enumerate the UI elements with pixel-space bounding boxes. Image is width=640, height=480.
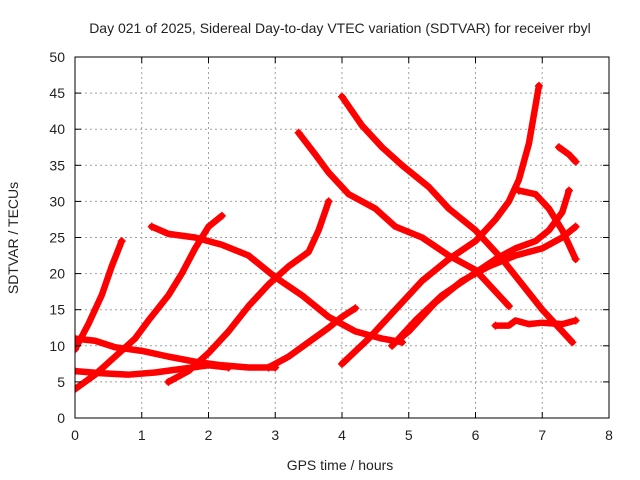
series-line — [338, 82, 543, 368]
x-tick-label: 2 — [205, 427, 213, 443]
plus-marker — [294, 128, 303, 137]
plus-marker — [338, 359, 346, 368]
series-line — [295, 129, 513, 310]
series-line — [148, 223, 406, 346]
series-arc-01 — [75, 237, 126, 354]
y-tick-label: 15 — [49, 302, 65, 318]
series-line — [75, 237, 125, 353]
y-tick-label: 40 — [49, 121, 65, 137]
plus-marker — [224, 363, 233, 372]
plus-marker — [147, 222, 156, 231]
plus-marker — [75, 367, 79, 376]
x-tick-label: 7 — [538, 427, 546, 443]
series-line — [338, 93, 576, 346]
series-arc-14 — [514, 186, 580, 264]
plus-marker — [554, 143, 563, 152]
series-layer — [75, 81, 580, 394]
x-axis-label: GPS time / hours — [287, 457, 394, 473]
x-tick-label: 1 — [138, 427, 146, 443]
series-line — [515, 187, 579, 263]
x-tick-label: 4 — [338, 427, 346, 443]
x-tick-label: 3 — [271, 427, 279, 443]
y-tick-label: 20 — [49, 266, 65, 282]
plus-marker — [164, 377, 173, 386]
plus-marker — [75, 385, 79, 394]
chart-title: Day 021 of 2025, Sidereal Day-to-day VTE… — [89, 20, 591, 36]
series-line — [555, 144, 579, 165]
plus-marker — [75, 345, 79, 354]
y-tick-label: 0 — [57, 410, 65, 426]
y-tick-label: 5 — [57, 374, 65, 390]
plus-marker — [534, 81, 543, 90]
series-arc-06 — [164, 197, 333, 386]
plus-marker — [571, 157, 580, 166]
x-tick-label: 5 — [405, 427, 413, 443]
series-arc-04 — [75, 362, 233, 378]
plus-marker — [504, 302, 513, 311]
y-tick-label: 25 — [49, 230, 65, 246]
series-arc-07 — [264, 304, 360, 372]
series-line — [265, 305, 359, 371]
plus-marker — [568, 338, 577, 347]
plus-marker — [491, 321, 500, 330]
x-tick-label: 8 — [605, 427, 613, 443]
plus-marker — [571, 222, 580, 231]
y-tick-label: 45 — [49, 85, 65, 101]
y-tick-label: 10 — [49, 338, 65, 354]
plus-marker — [217, 211, 226, 220]
y-tick-label: 35 — [49, 157, 65, 173]
plus-marker — [571, 316, 580, 325]
series-line — [75, 335, 279, 371]
plot-area — [75, 81, 580, 394]
plus-marker — [75, 334, 79, 343]
series-line — [75, 362, 232, 378]
series-line — [165, 198, 332, 386]
series-arc-09 — [338, 92, 577, 347]
series-arc-12 — [391, 222, 580, 347]
y-tick-label: 30 — [49, 193, 65, 209]
plus-marker — [564, 186, 573, 195]
plus-marker — [514, 186, 523, 195]
plus-marker — [391, 338, 400, 347]
x-tick-label: 0 — [71, 427, 79, 443]
series-arc-15 — [554, 143, 580, 166]
plus-marker — [571, 255, 580, 264]
y-tick-label: 50 — [49, 49, 65, 65]
plus-marker — [351, 304, 360, 313]
plus-marker — [338, 92, 346, 101]
plus-marker — [264, 363, 273, 372]
series-line — [492, 317, 579, 329]
series-arc-10 — [338, 81, 543, 368]
series-arc-13 — [491, 316, 580, 330]
x-tick-label: 6 — [472, 427, 480, 443]
y-axis-label: SDTVAR / TECUs — [5, 182, 21, 294]
plus-marker — [117, 237, 126, 246]
series-arc-05 — [147, 222, 407, 347]
series-line — [392, 223, 579, 346]
plus-marker — [324, 197, 333, 206]
series-arc-08 — [294, 128, 513, 311]
